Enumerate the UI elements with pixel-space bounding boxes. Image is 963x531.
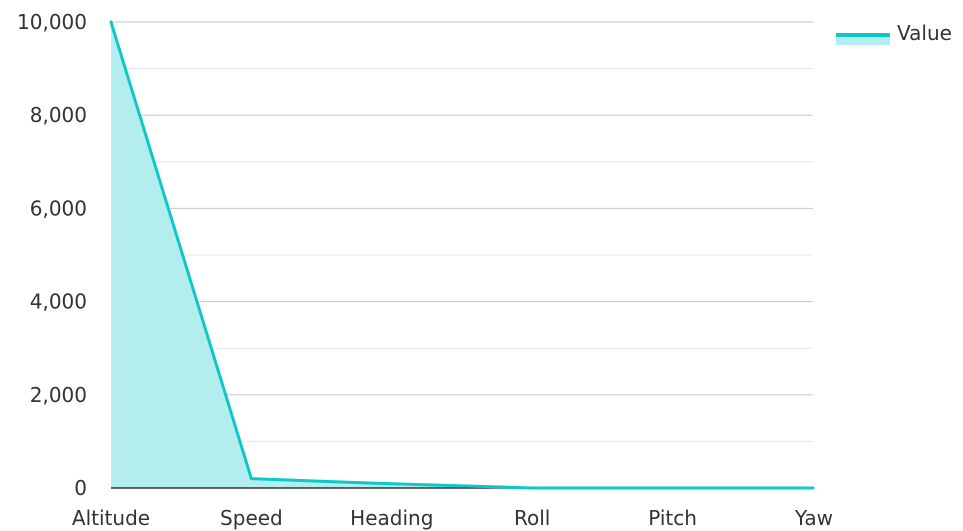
x-tick-label: Yaw bbox=[794, 506, 833, 530]
x-axis-tick-labels: Altitude Speed Heading Roll Pitch Yaw bbox=[72, 506, 833, 530]
y-axis-tick-labels: 0 2,000 4,000 6,000 8,000 10,000 bbox=[17, 10, 87, 500]
y-tick-label: 6,000 bbox=[30, 196, 87, 220]
y-tick-label: 8,000 bbox=[30, 103, 87, 127]
data-point-roll[interactable] bbox=[530, 486, 534, 490]
data-point-pitch[interactable] bbox=[671, 486, 675, 490]
y-tick-label: 10,000 bbox=[17, 10, 87, 34]
y-tick-label: 4,000 bbox=[30, 290, 87, 314]
data-point-speed[interactable] bbox=[249, 477, 253, 481]
y-tick-label: 0 bbox=[74, 476, 87, 500]
legend-swatch-line bbox=[836, 33, 890, 37]
x-tick-label: Roll bbox=[514, 506, 550, 530]
series-area-fill bbox=[111, 22, 813, 488]
legend[interactable]: Value bbox=[836, 21, 952, 45]
x-tick-label: Speed bbox=[220, 506, 283, 530]
x-tick-label: Altitude bbox=[72, 506, 150, 530]
data-point-altitude[interactable] bbox=[109, 20, 113, 24]
data-point-heading[interactable] bbox=[390, 482, 394, 486]
gridlines bbox=[111, 21, 813, 442]
x-tick-label: Pitch bbox=[648, 506, 697, 530]
legend-label-value: Value bbox=[897, 21, 952, 45]
y-tick-label: 2,000 bbox=[30, 383, 87, 407]
x-tick-label: Heading bbox=[350, 506, 433, 530]
series-line bbox=[109, 21, 813, 490]
data-point-yaw[interactable] bbox=[811, 486, 815, 490]
